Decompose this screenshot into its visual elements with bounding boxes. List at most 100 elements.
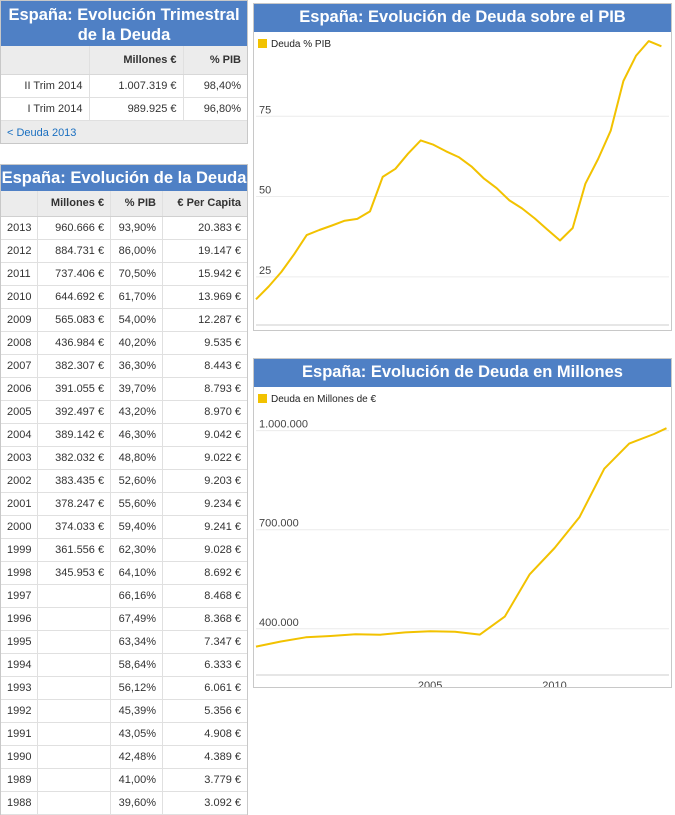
table-row: 2007 382.307 €36,30% 8.443 €	[1, 354, 247, 378]
column-header	[1, 191, 38, 217]
table-cell: 1998	[1, 561, 38, 585]
table-cell: 2007	[1, 354, 38, 378]
table-row: 2000 374.033 €59,40% 9.241 €	[1, 515, 247, 539]
column-header: Millones €	[88, 46, 183, 75]
table-cell	[37, 722, 111, 746]
table-cell: 6.333 €	[161, 653, 247, 677]
table-cell	[37, 699, 111, 723]
x-tick-label: 2010	[542, 680, 566, 687]
table-cell: 2005	[1, 400, 38, 424]
debt-millions-chart-title: España: Evolución de Deuda en Millones	[254, 359, 671, 387]
y-tick-label: 700.000	[259, 518, 299, 530]
table-cell: 1997	[1, 584, 38, 608]
table-cell: 12.287 €	[161, 308, 247, 332]
table-cell: 383.435 €	[37, 469, 111, 493]
table-row: 1999 361.556 €62,30% 9.028 €	[1, 538, 247, 562]
table-cell: 8.368 €	[161, 607, 247, 631]
table-cell: 39,60%	[110, 791, 163, 815]
table-cell: 9.535 €	[161, 331, 247, 355]
x-tick-label: 2005	[418, 680, 442, 687]
table-cell: 2006	[1, 377, 38, 401]
table-cell: 1993	[1, 676, 38, 700]
legend-swatch	[258, 39, 267, 48]
table-row: 2004 389.142 €46,30% 9.042 €	[1, 423, 247, 447]
table-cell: 41,00%	[110, 768, 163, 792]
table-cell: 378.247 €	[37, 492, 111, 516]
y-tick-label: 1.000.000	[259, 419, 308, 431]
table-row: 2006 391.055 €39,70% 8.793 €	[1, 377, 247, 401]
debt-gdp-chart-title: España: Evolución de Deuda sobre el PIB	[254, 4, 671, 32]
table-cell: 2000	[1, 515, 38, 539]
table-row: 1998 345.953 €64,10% 8.692 €	[1, 561, 247, 585]
table-cell: 565.083 €	[37, 308, 111, 332]
table-cell: 61,70%	[110, 285, 163, 309]
y-tick-label: 400.000	[259, 617, 299, 629]
table-row: 2002 383.435 €52,60% 9.203 €	[1, 469, 247, 493]
table-cell: II Trim 2014	[1, 74, 89, 98]
table-cell: 389.142 €	[37, 423, 111, 447]
table-cell: 361.556 €	[37, 538, 111, 562]
table-row: 1997 66,16% 8.468 €	[1, 584, 247, 608]
table-cell: 1996	[1, 607, 38, 631]
table-cell: 8.970 €	[161, 400, 247, 424]
table-cell: 43,05%	[110, 722, 163, 746]
table-row: 1993 56,12% 6.061 €	[1, 676, 247, 700]
table-row: 1995 63,34% 7.347 €	[1, 630, 247, 654]
table-cell	[37, 768, 111, 792]
table-cell: 45,39%	[110, 699, 163, 723]
table-row: 2013 960.666 €93,90% 20.383 €	[1, 216, 247, 240]
table-cell: 2011	[1, 262, 38, 286]
legend-label: Deuda en Millones de €	[271, 394, 377, 405]
table-cell: 36,30%	[110, 354, 163, 378]
table-cell: 3.092 €	[161, 791, 247, 815]
table-cell: 4.389 €	[161, 745, 247, 769]
table-cell: 5.356 €	[161, 699, 247, 723]
table-cell: 64,10%	[110, 561, 163, 585]
series-line	[255, 40, 662, 301]
debt-millions-chart: 400.000 700.000 1.000.000 2005 2010 Deuda en …	[255, 394, 669, 687]
table-cell: 6.061 €	[161, 676, 247, 700]
table-cell: 8.793 €	[161, 377, 247, 401]
table-cell: 8.443 €	[161, 354, 247, 378]
table-cell: 1.007.319 €	[88, 74, 183, 98]
column-header	[1, 46, 89, 75]
table-cell: I Trim 2014	[1, 97, 89, 121]
previous-year-link[interactable]: < Deuda 2013	[7, 126, 77, 139]
table-cell: 67,49%	[110, 607, 163, 631]
table-cell: 3.779 €	[161, 768, 247, 792]
table-cell: 48,80%	[110, 446, 163, 470]
table-cell	[37, 584, 111, 608]
table-cell: 70,50%	[110, 262, 163, 286]
table-cell: 1992	[1, 699, 38, 723]
quarterly-table: Millones €% PIB II Trim 2014 1.007.319 €9…	[1, 46, 247, 121]
table-cell: 8.468 €	[161, 584, 247, 608]
table-cell: 63,34%	[110, 630, 163, 654]
table-cell: 96,80%	[182, 97, 247, 121]
table-cell	[37, 676, 111, 700]
table-cell: 98,40%	[182, 74, 247, 98]
table-row: 2003 382.032 €48,80% 9.022 €	[1, 446, 247, 470]
table-cell: 20.383 €	[161, 216, 247, 240]
table-cell: 46,30%	[110, 423, 163, 447]
table-cell: 56,12%	[110, 676, 163, 700]
legend-label: Deuda % PIB	[271, 39, 331, 50]
table-cell: 19.147 €	[161, 239, 247, 263]
table-cell: 1990	[1, 745, 38, 769]
table-row: 2010 644.692 €61,70% 13.969 €	[1, 285, 247, 309]
table-cell: 9.203 €	[161, 469, 247, 493]
table-cell: 2008	[1, 331, 38, 355]
table-cell: 66,16%	[110, 584, 163, 608]
table-cell: 8.692 €	[161, 561, 247, 585]
table-cell: 391.055 €	[37, 377, 111, 401]
table-row: 2008 436.984 €40,20% 9.535 €	[1, 331, 247, 355]
table-cell: 59,40%	[110, 515, 163, 539]
table-cell: 2002	[1, 469, 38, 493]
table-cell: 1991	[1, 722, 38, 746]
table-cell: 55,60%	[110, 492, 163, 516]
table-row: 2011 737.406 €70,50% 15.942 €	[1, 262, 247, 286]
table-cell: 884.731 €	[37, 239, 111, 263]
table-cell: 1994	[1, 653, 38, 677]
table-cell: 9.241 €	[161, 515, 247, 539]
table-cell: 1989	[1, 768, 38, 792]
table-cell: 39,70%	[110, 377, 163, 401]
